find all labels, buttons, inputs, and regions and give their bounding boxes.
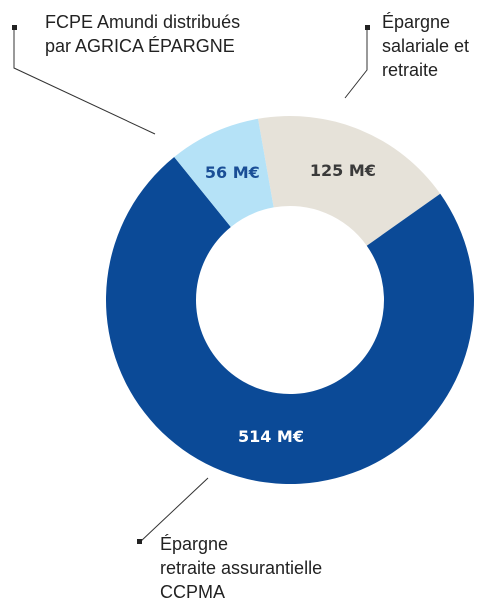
leader-marker <box>365 25 370 30</box>
value-label: 125 M€ <box>310 161 376 180</box>
leader-lines <box>13 28 368 543</box>
donut-segment <box>174 118 274 227</box>
leader-line <box>13 28 156 135</box>
segments: 125 M€ 514 M€ 56 M€ <box>105 116 474 484</box>
leader-line <box>344 28 368 99</box>
category-label: Épargne salariale et retraite <box>382 12 470 80</box>
value-label: 56 M€ <box>205 163 260 182</box>
value-label: 514 M€ <box>238 427 304 446</box>
leader-marker <box>137 539 142 544</box>
donut-segment <box>258 116 441 246</box>
category-label: Épargne retraite assurantielle CCPMA <box>160 534 323 602</box>
donut-segment <box>105 157 474 484</box>
leader-marker <box>12 25 17 30</box>
leader-line <box>139 477 209 543</box>
category-label: FCPE Amundi distribués par AGRICA ÉPARGN… <box>45 12 241 56</box>
